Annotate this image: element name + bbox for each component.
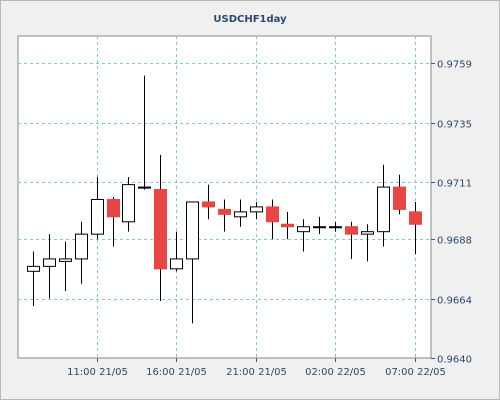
y-tick-label: 0.9640 xyxy=(437,355,472,366)
candle-body-up xyxy=(361,231,374,235)
candle-body-down xyxy=(266,206,279,223)
candle-body-up xyxy=(313,226,326,229)
candle xyxy=(107,197,120,247)
x-axis: 11:00 21/05 16:00 21/05 21:00 21/05 02:00 2… xyxy=(67,358,446,378)
y-tick-label: 0.9688 xyxy=(437,236,472,247)
candle-body-down xyxy=(281,223,294,228)
x-tick-label: 16:00 21/05 xyxy=(146,367,207,378)
candle-body-up xyxy=(186,201,199,260)
candle-body-down xyxy=(218,208,231,215)
candle xyxy=(345,221,358,259)
candle xyxy=(138,75,151,190)
candle-body-up xyxy=(75,233,88,260)
candle xyxy=(218,199,231,232)
candle-body-down xyxy=(154,189,167,270)
candle xyxy=(75,221,88,284)
x-tick-label: 11:00 21/05 xyxy=(67,367,128,378)
x-tick-label: 07:00 22/05 xyxy=(385,367,446,378)
candle xyxy=(43,234,56,299)
candle-body-down xyxy=(409,211,422,225)
candle xyxy=(361,224,374,262)
candle xyxy=(313,216,326,235)
candle xyxy=(329,221,342,232)
candle xyxy=(297,219,310,252)
candle xyxy=(59,241,72,292)
candle-body-up xyxy=(329,226,342,229)
candles xyxy=(27,75,422,324)
candle xyxy=(234,199,247,227)
candle-body-up xyxy=(297,226,310,233)
candle xyxy=(393,174,406,215)
candle-body-up xyxy=(43,258,56,267)
y-axis: 0.9759 0.9735 0.9711 0.9688 0.9664 0.9640 xyxy=(431,60,472,366)
candle-body-down xyxy=(345,226,358,235)
candle xyxy=(377,164,390,247)
candle xyxy=(186,201,199,324)
plot-area xyxy=(17,35,432,359)
candle xyxy=(266,199,279,240)
candle-body-up xyxy=(250,206,263,213)
y-tick-label: 0.9664 xyxy=(437,296,472,307)
x-tick-label: 02:00 22/05 xyxy=(305,367,366,378)
candle xyxy=(27,251,40,306)
candle-body-up xyxy=(170,258,183,270)
candle xyxy=(409,201,422,254)
grid-lines xyxy=(18,36,431,358)
candle xyxy=(91,177,104,240)
y-tick-label: 0.9711 xyxy=(437,179,472,190)
candle xyxy=(281,211,294,240)
candle-body-up xyxy=(91,198,104,235)
candle-body-up xyxy=(122,184,135,223)
candle-body-up xyxy=(27,265,40,272)
candle-body-up xyxy=(138,186,151,189)
y-tick-label: 0.9735 xyxy=(437,120,472,131)
candle-body-down xyxy=(393,186,406,210)
candle xyxy=(122,177,135,232)
candle xyxy=(250,201,263,220)
chart-title: USDCHF1day xyxy=(213,14,287,25)
x-tick-label: 21:00 21/05 xyxy=(226,367,287,378)
candle-body-up xyxy=(234,211,247,218)
candle-body-down xyxy=(202,201,215,208)
candle xyxy=(154,154,167,302)
candle xyxy=(202,184,215,220)
candle-body-up xyxy=(377,186,390,233)
y-tick-label: 0.9759 xyxy=(437,60,472,71)
candle xyxy=(170,231,183,272)
candle-body-up xyxy=(59,258,72,262)
candle-body-down xyxy=(107,198,120,218)
